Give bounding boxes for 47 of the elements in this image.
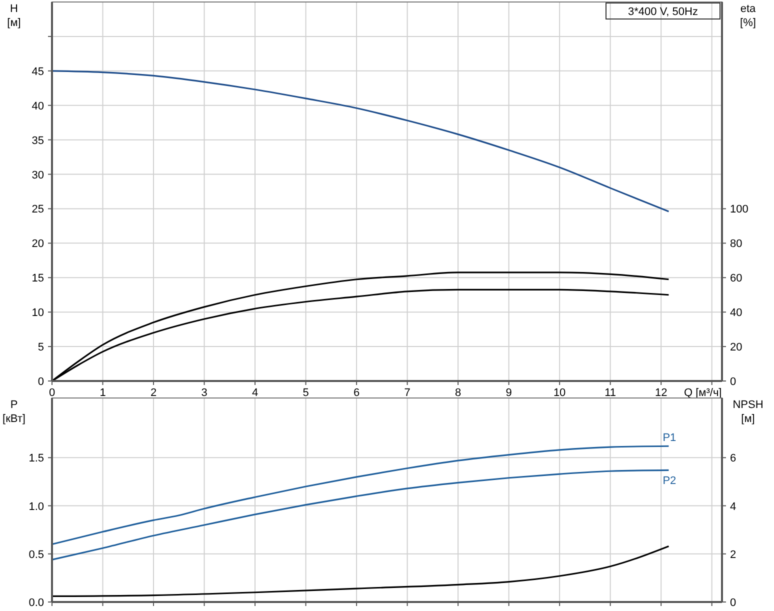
y2-tick-label: 100	[730, 204, 748, 216]
x-tick-label: 4	[252, 387, 258, 399]
x-tick-label: 10	[553, 387, 566, 399]
y-tick-label: 15	[32, 272, 44, 285]
y2-tick-label: 60	[730, 272, 742, 285]
y2-tick-label: 4	[730, 500, 736, 513]
y-tick-label: 1.5	[28, 452, 44, 465]
y-tick-label: 0	[38, 376, 44, 388]
y-tick-label: 35	[32, 134, 44, 147]
x-tick-label: 11	[604, 387, 616, 399]
y2-tick-label: 6	[730, 452, 736, 465]
y2-tick-label: 2	[730, 548, 736, 561]
line-series	[51, 70, 670, 212]
x-tick-label: 1	[100, 387, 106, 399]
y-axis-title: H [м]	[7, 3, 21, 29]
line-series	[51, 545, 670, 598]
y2-tick-label: 40	[730, 307, 742, 320]
y2-tick-label: 0	[730, 597, 736, 609]
x-tick-label: 0	[48, 387, 56, 399]
y2-tick-label: 80	[730, 238, 742, 250]
y-tick-label: 0.0	[28, 597, 44, 609]
x-tick-label: 7	[404, 387, 410, 399]
x-tick-label: 6	[353, 387, 360, 399]
series-label: P1	[662, 432, 676, 444]
x-tick-label: 3	[201, 387, 208, 399]
y-tick-label: 40	[32, 100, 44, 112]
y-tick-label: 20	[32, 238, 44, 250]
y2-tick-label: 20	[730, 342, 742, 354]
y-tick-label: 5	[38, 342, 44, 354]
series-label: P2	[662, 475, 676, 488]
y-axis-title: P [кВт]	[2, 399, 26, 425]
y2-axis-title: eta [%]	[740, 3, 757, 29]
y-tick-label: 30	[32, 169, 44, 182]
y-tick-label: 10	[32, 307, 44, 320]
y-tick-label: 1.0	[28, 500, 44, 513]
x-tick-label: 5	[302, 387, 309, 399]
x-tick-label: 12	[654, 387, 668, 399]
y-tick-label: 45	[32, 66, 44, 78]
x-axis-title: Q [м³/ч]	[684, 387, 722, 399]
x-tick-label: 8	[455, 387, 462, 399]
chart-title: 3*400 V, 50Hz	[628, 6, 698, 18]
x-tick-label: 2	[150, 387, 157, 399]
x-tick-label: 9	[506, 387, 512, 399]
y2-axis-title: NPSH [м]	[732, 399, 764, 425]
y-tick-label: 25	[32, 204, 44, 216]
y2-tick-label: 0	[730, 376, 736, 388]
y-tick-label: 0.5	[28, 548, 44, 561]
